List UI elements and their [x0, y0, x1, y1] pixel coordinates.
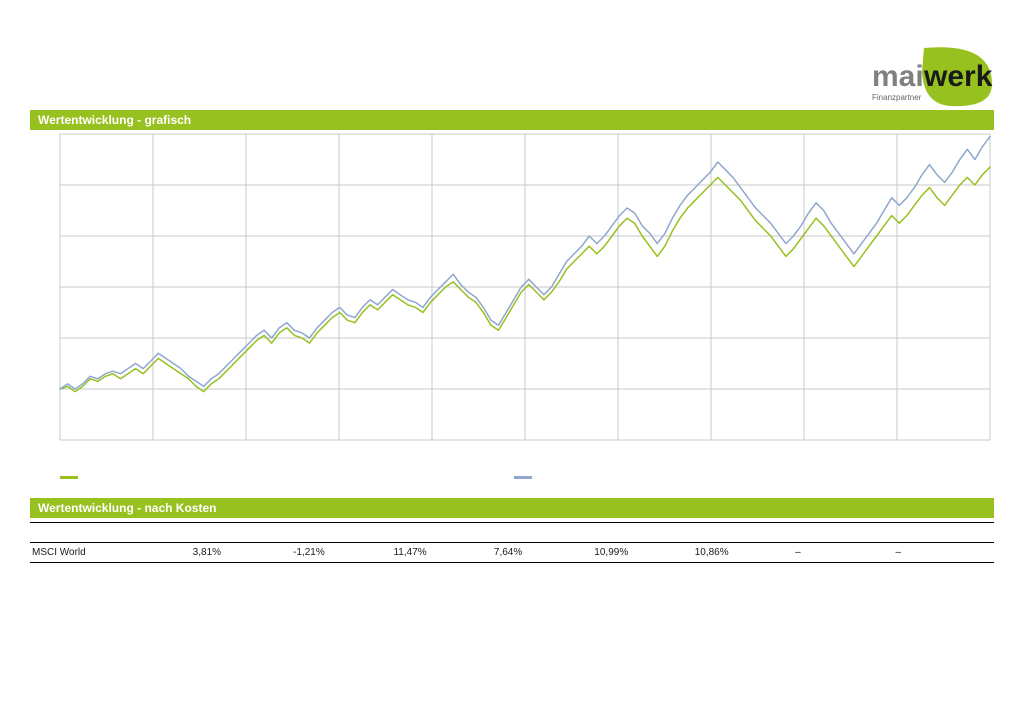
legend-swatch-2: [514, 476, 532, 479]
legend-swatch-1: [60, 476, 78, 479]
brand-logo-svg: mai werk Finanzpartner: [854, 40, 994, 110]
performance-chart: [30, 130, 994, 460]
page-root: mai werk Finanzpartner Wertentwicklung -…: [0, 0, 1024, 724]
row-name: MSCI World: [30, 543, 191, 563]
table-header-row: 1 Jahr3 Jahre p.a.5 Jahre p.a.seit Start…: [30, 523, 994, 543]
legend-item-1: [60, 472, 84, 482]
row-value: 11,47%: [391, 543, 491, 563]
logo-subtitle: Finanzpartner: [872, 93, 922, 102]
section-title-table: Wertentwicklung - nach Kosten: [30, 498, 994, 518]
table-head: 1 Jahr3 Jahre p.a.5 Jahre p.a.seit Start…: [30, 523, 994, 543]
table-col-header: 1 Jahr: [191, 523, 291, 543]
logo-text-left: mai: [872, 60, 924, 93]
row-value: 10,86%: [693, 543, 793, 563]
row-value: –: [793, 543, 893, 563]
table-col-header: 2019: [894, 523, 994, 543]
table-col-header: 3 Jahre p.a.: [291, 523, 391, 543]
row-value: 7,64%: [492, 543, 592, 563]
row-value: –: [894, 543, 994, 563]
table-col-header: 2022: [592, 523, 692, 543]
chart-svg: [30, 130, 994, 460]
row-value: 3,81%: [191, 543, 291, 563]
table-col-header: [30, 523, 191, 543]
legend-item-2: [514, 472, 538, 482]
row-value: -1,21%: [291, 543, 391, 563]
table-col-header: 2020: [793, 523, 893, 543]
table-col-header: 5 Jahre p.a.: [391, 523, 491, 543]
chart-legend: [30, 470, 994, 484]
table-col-header: 2021: [693, 523, 793, 543]
logo-text-right: werk: [923, 60, 993, 93]
table-body: MSCI World3,81%-1,21%11,47%7,64%10,99%10…: [30, 543, 994, 563]
brand-logo: mai werk Finanzpartner: [854, 40, 994, 110]
table-row: MSCI World3,81%-1,21%11,47%7,64%10,99%10…: [30, 543, 994, 563]
row-value: 10,99%: [592, 543, 692, 563]
section-title-chart: Wertentwicklung - grafisch: [30, 110, 994, 130]
performance-table: 1 Jahr3 Jahre p.a.5 Jahre p.a.seit Start…: [30, 522, 994, 563]
table-col-header: seit Start p.a.: [492, 523, 592, 543]
